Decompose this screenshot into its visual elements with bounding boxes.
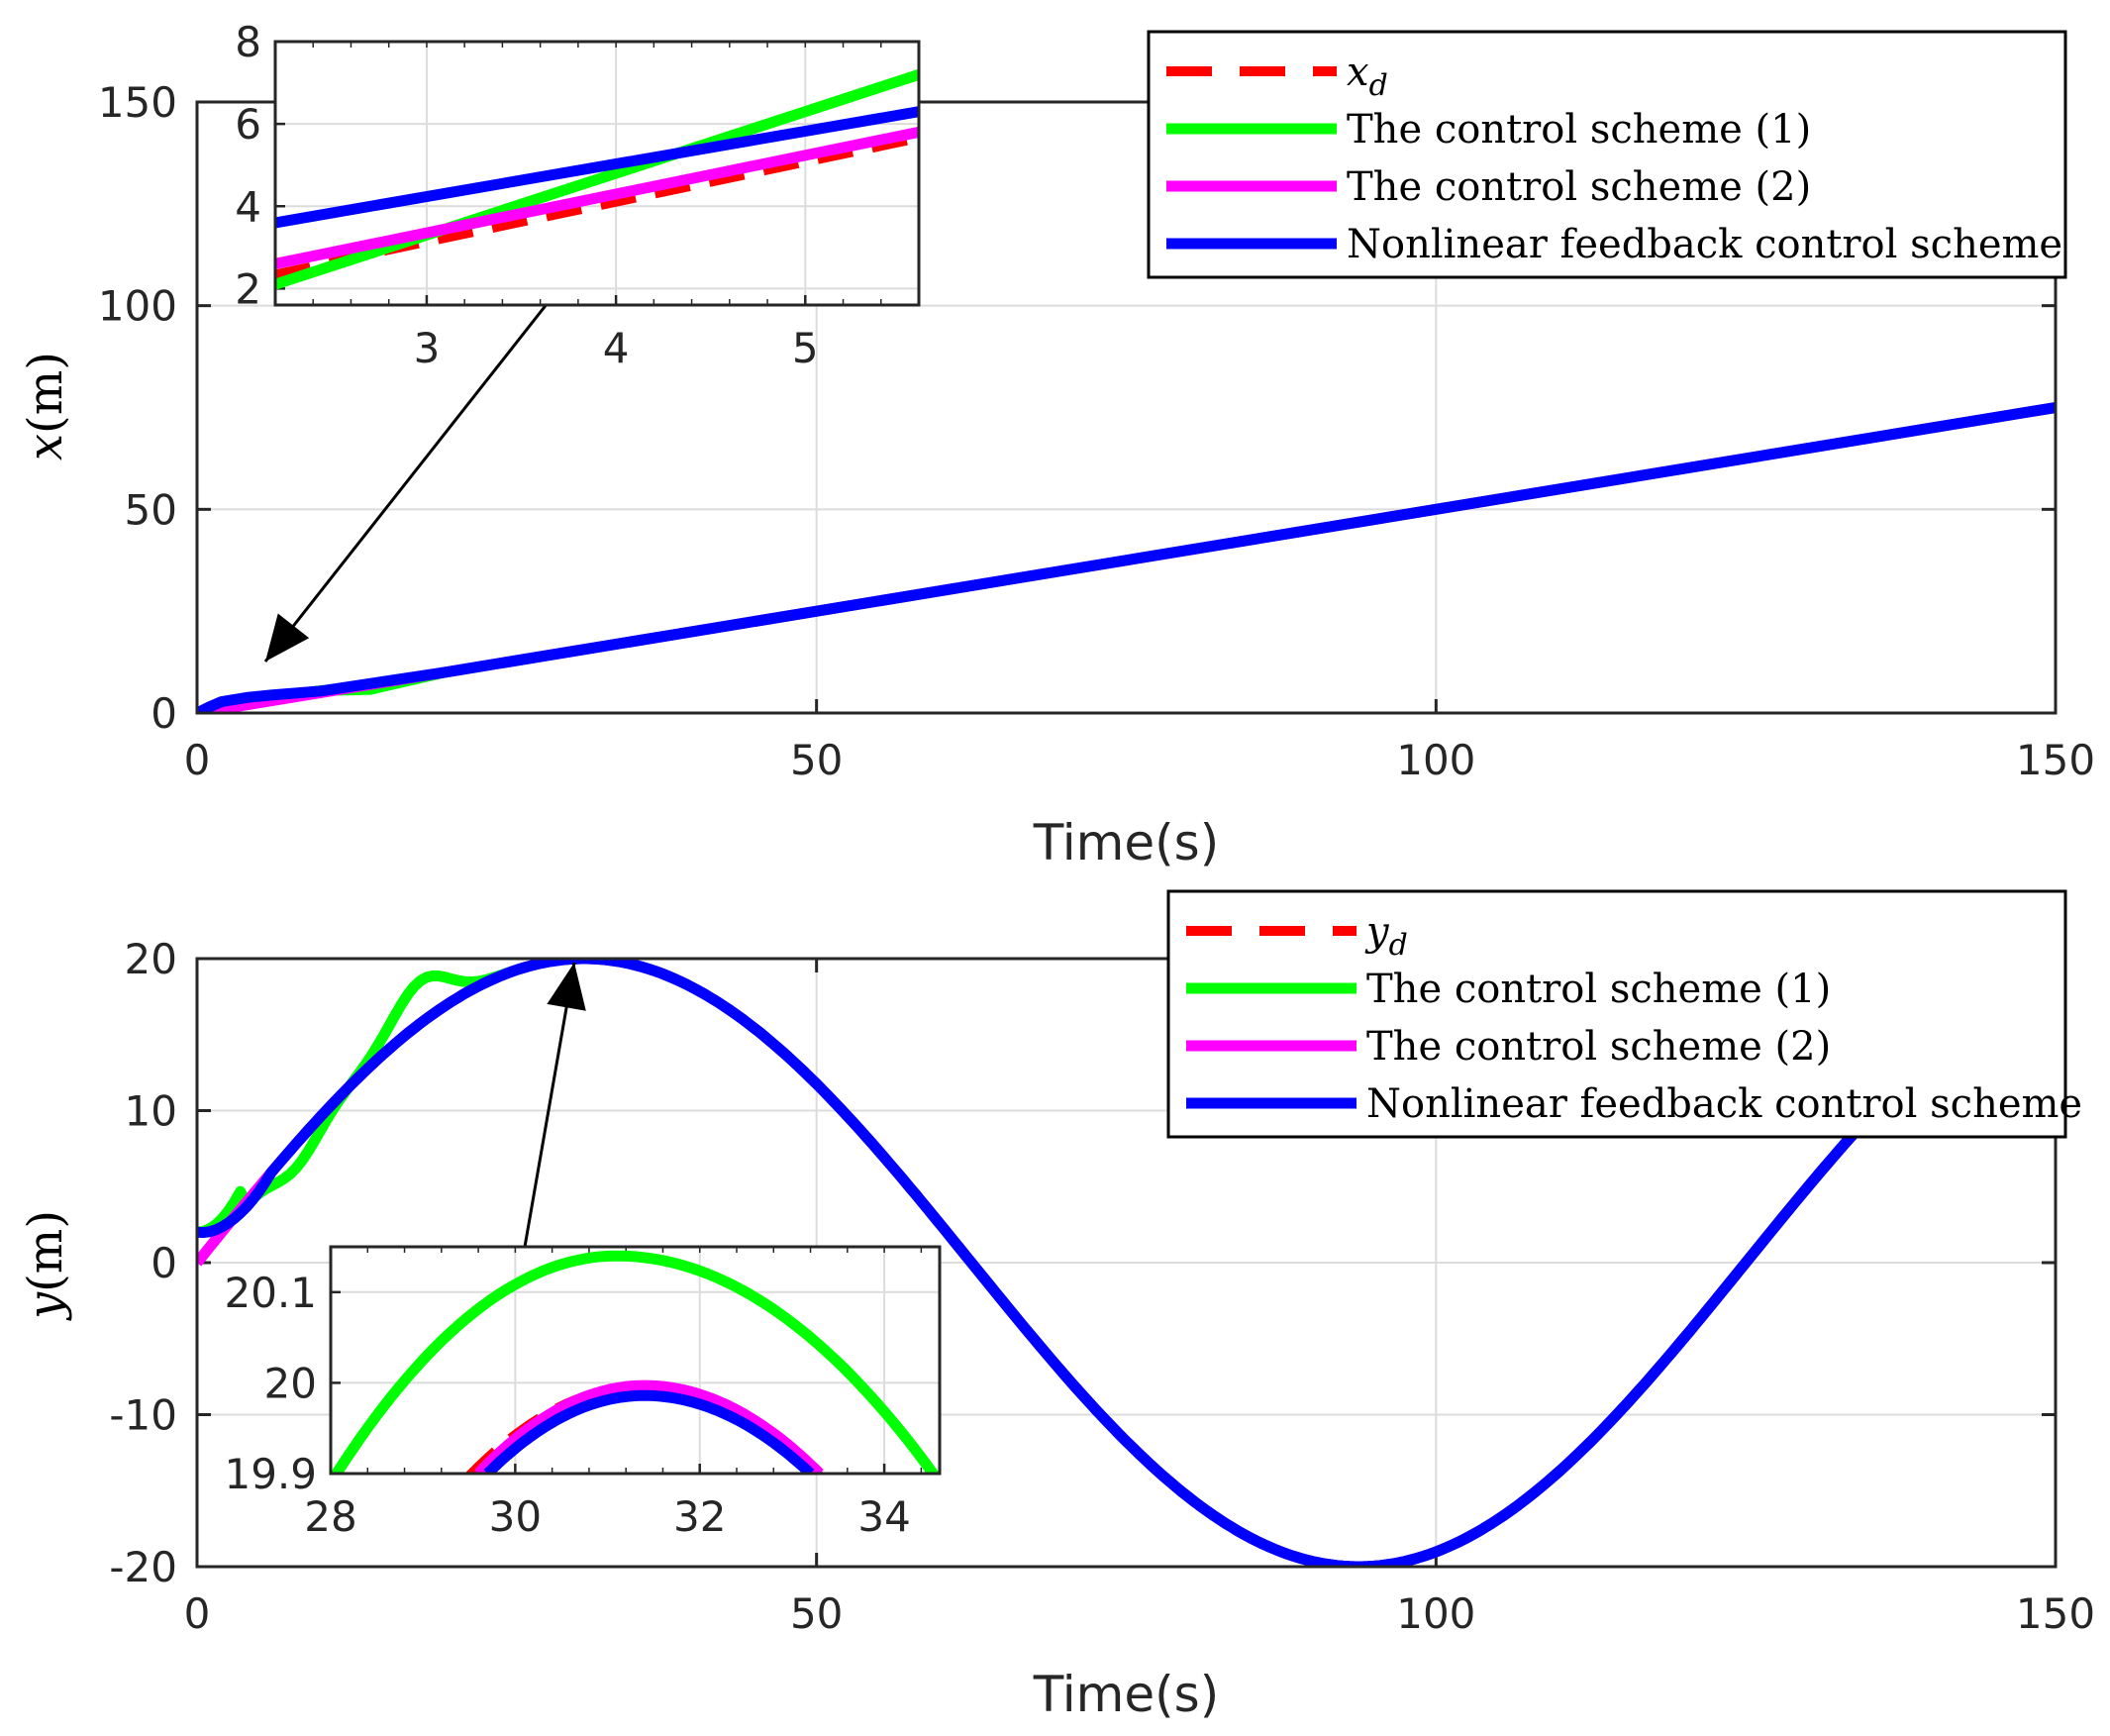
y-tick-label: 150 bbox=[98, 78, 177, 127]
x-tick-label: 50 bbox=[790, 1589, 843, 1638]
legend-entry-2: The control scheme (2) bbox=[1347, 164, 1811, 210]
inset-area bbox=[275, 42, 919, 305]
legend-entry-3: Nonlinear feedback control scheme bbox=[1347, 222, 2062, 267]
x-axis-label: Time(s) bbox=[1033, 814, 1219, 871]
legend-entry-sub: d bbox=[1369, 68, 1388, 103]
inset-y-tick-label: 2 bbox=[235, 264, 261, 313]
legend-box bbox=[1166, 889, 2067, 1139]
inset-frame bbox=[329, 1245, 942, 1476]
y-axis-label-var: x bbox=[18, 434, 73, 460]
inset-y-tick-label: 4 bbox=[235, 182, 261, 231]
y-axis-label-var: y bbox=[18, 1291, 73, 1321]
series-group bbox=[197, 959, 2056, 1567]
inset-series-line-2 bbox=[474, 1379, 824, 1474]
legend-box bbox=[1147, 30, 2067, 279]
inset-y-tick-label: 6 bbox=[235, 100, 261, 149]
inset-series-line-2 bbox=[275, 127, 919, 269]
inset-x-tick-label: 28 bbox=[304, 1492, 356, 1541]
legend-entry-0: xd bbox=[1347, 50, 1388, 103]
inset-y-tick-label: 19.9 bbox=[224, 1450, 317, 1498]
inset-x-tick-label: 32 bbox=[673, 1492, 726, 1541]
series-group bbox=[197, 402, 2056, 713]
inset-x-tick-label: 5 bbox=[792, 324, 819, 372]
inset-series-line-3 bbox=[483, 1389, 815, 1474]
inset-y-tick-label: 20 bbox=[264, 1359, 317, 1407]
y-tick-label: 0 bbox=[151, 689, 177, 738]
y-tick-label: 50 bbox=[125, 485, 177, 534]
axes-frame bbox=[195, 100, 2058, 715]
inset-y-tick-label: 8 bbox=[235, 18, 261, 66]
x-tick-label: 150 bbox=[2016, 736, 2095, 784]
inset-x-tick-label: 4 bbox=[603, 324, 630, 372]
legend-entry-sub: d bbox=[1389, 928, 1408, 963]
x-tick-label: 0 bbox=[184, 1589, 211, 1638]
y-axis-label-unit: (m) bbox=[18, 1210, 73, 1292]
inset-frame bbox=[273, 40, 921, 307]
x-tick-label: 150 bbox=[2016, 1589, 2095, 1638]
inset-x-tick-label: 34 bbox=[857, 1492, 910, 1541]
zoom-arrow-head bbox=[265, 613, 310, 662]
y-axis-label-unit: (m) bbox=[18, 352, 73, 434]
y-axis-label: x(m) bbox=[18, 352, 73, 460]
x-tick-label: 0 bbox=[184, 736, 211, 784]
inset-x-tick-label: 3 bbox=[414, 324, 441, 372]
inset: 3 4 5 2 4 6 8 bbox=[235, 18, 921, 372]
axes-frame bbox=[195, 957, 2058, 1569]
y-axis-label: y(m) bbox=[18, 1210, 73, 1321]
legend-entry-2: The control scheme (2) bbox=[1366, 1024, 1831, 1070]
x-axis-label: Time(s) bbox=[1033, 1666, 1219, 1723]
y-tick-label: -10 bbox=[109, 1391, 177, 1440]
zoom-arrow-line bbox=[523, 962, 576, 1248]
inset: 28 30 32 34 19.9 20 20.1 bbox=[224, 1245, 942, 1541]
inset-series-line-3 bbox=[275, 106, 919, 229]
series-line-3 bbox=[197, 959, 2056, 1567]
legend-entry-0: yd bbox=[1364, 909, 1408, 963]
legend-entry-var: y bbox=[1364, 909, 1390, 955]
inset-series-line-0 bbox=[331, 1250, 940, 1474]
legend-entry-1: The control scheme (1) bbox=[1347, 107, 1811, 153]
y-tick-label: -20 bbox=[109, 1543, 177, 1591]
x-tick-label: 50 bbox=[790, 736, 843, 784]
legend-entry-var: x bbox=[1347, 50, 1369, 95]
y-tick-label: 100 bbox=[98, 282, 177, 331]
zoom-arrow-head bbox=[547, 963, 586, 1011]
inset-series-group bbox=[331, 1250, 940, 1474]
legend-entry-3: Nonlinear feedback control scheme bbox=[1366, 1081, 2082, 1127]
x-tick-label: 100 bbox=[1396, 1589, 1475, 1638]
y-tick-label: 0 bbox=[151, 1239, 177, 1287]
inset-series-group bbox=[275, 69, 919, 290]
y-tick-label: 10 bbox=[125, 1087, 177, 1136]
series-line-3 bbox=[197, 402, 2056, 713]
inset-y-tick-label: 20.1 bbox=[224, 1269, 317, 1317]
y-tick-label: 20 bbox=[125, 935, 177, 983]
inset-series-line-1 bbox=[275, 69, 919, 290]
legend-entry-1: The control scheme (1) bbox=[1366, 967, 1831, 1012]
zoom-arrow-line bbox=[263, 302, 550, 663]
x-tick-label: 100 bbox=[1396, 736, 1475, 784]
inset-x-tick-label: 30 bbox=[489, 1492, 542, 1541]
